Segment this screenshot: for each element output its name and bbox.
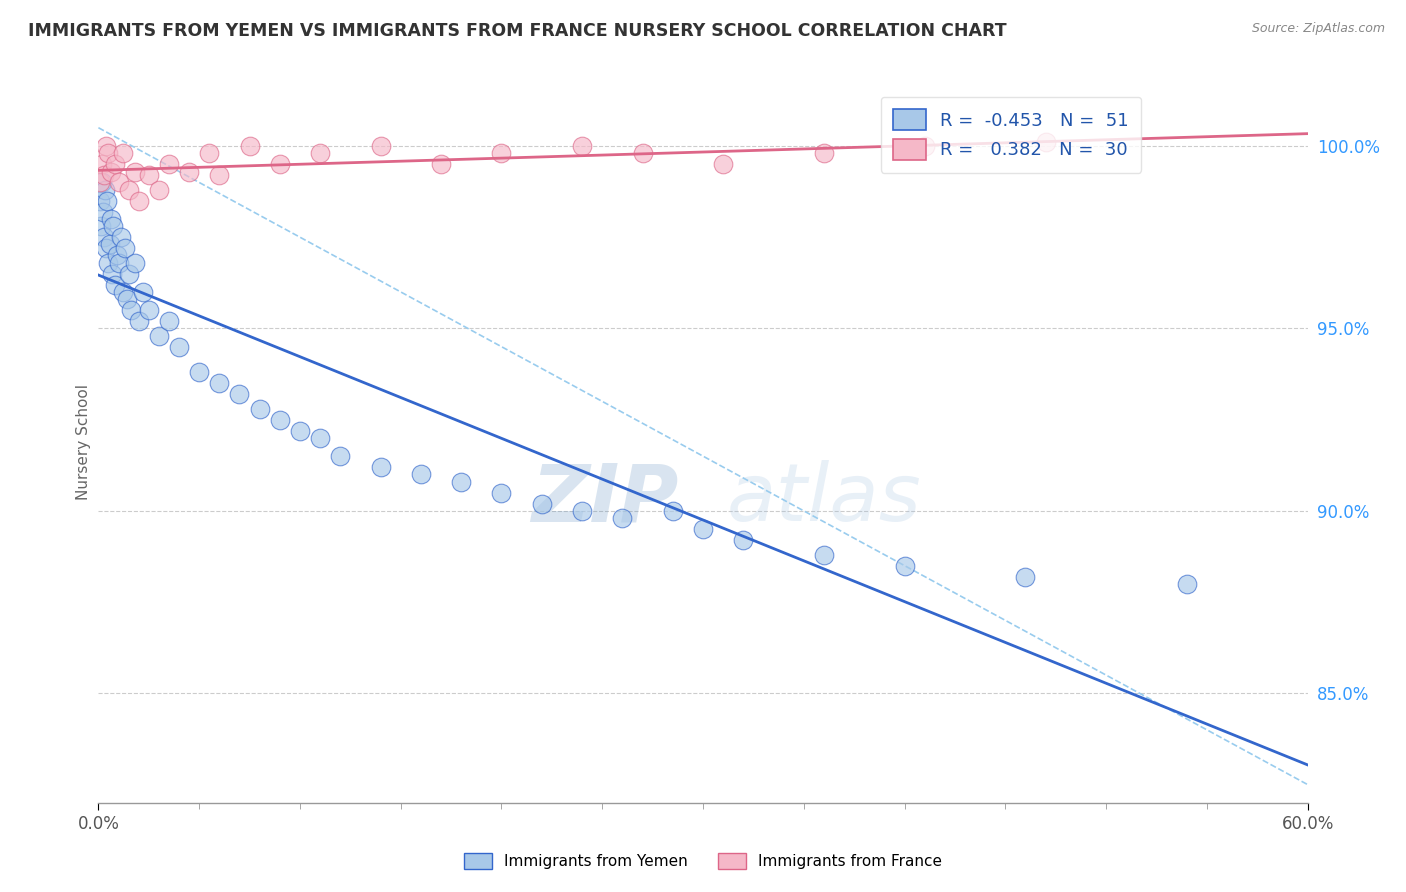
Point <box>269 412 291 426</box>
Point <box>491 146 513 161</box>
Point <box>107 176 129 190</box>
Point <box>571 504 593 518</box>
Point <box>813 146 835 161</box>
Point <box>148 183 170 197</box>
Point <box>105 248 128 262</box>
Y-axis label: Nursery School: Nursery School <box>76 384 91 500</box>
Point <box>93 230 115 244</box>
Point <box>132 285 155 299</box>
Point <box>692 522 714 536</box>
Text: IMMIGRANTS FROM YEMEN VS IMMIGRANTS FROM FRANCE NURSERY SCHOOL CORRELATION CHART: IMMIGRANTS FROM YEMEN VS IMMIGRANTS FROM… <box>28 22 1007 40</box>
Point <box>90 219 112 234</box>
Text: ZIP: ZIP <box>531 460 679 539</box>
Point <box>107 256 129 270</box>
Point <box>288 424 311 438</box>
Point <box>91 157 114 171</box>
Point <box>631 146 654 161</box>
Point <box>1175 577 1198 591</box>
Point <box>530 497 553 511</box>
Point <box>179 164 201 178</box>
Point <box>100 267 122 281</box>
Point <box>893 558 915 573</box>
Point <box>370 139 392 153</box>
Point <box>167 340 190 354</box>
Point <box>110 230 132 244</box>
Point <box>370 460 392 475</box>
Point <box>491 485 513 500</box>
Point <box>97 146 120 161</box>
Point <box>813 548 835 562</box>
Point <box>103 157 125 171</box>
Point <box>269 157 291 171</box>
Point <box>733 533 755 547</box>
Legend: R =  -0.453   N =  51, R =   0.382   N =  30: R = -0.453 N = 51, R = 0.382 N = 30 <box>880 96 1142 172</box>
Point <box>612 511 634 525</box>
Point <box>249 401 271 416</box>
Point <box>1014 569 1036 583</box>
Text: atlas: atlas <box>727 460 922 539</box>
Point <box>118 183 141 197</box>
Point <box>111 146 134 161</box>
Point <box>188 365 211 379</box>
Point <box>114 241 136 255</box>
Point <box>89 194 111 208</box>
Point <box>914 139 936 153</box>
Point <box>138 168 160 182</box>
Point <box>208 376 231 391</box>
Point <box>450 475 472 489</box>
Point <box>157 314 180 328</box>
Point <box>208 168 231 182</box>
Point <box>89 176 111 190</box>
Point <box>198 146 221 161</box>
Point <box>115 292 138 306</box>
Point <box>157 157 180 171</box>
Point <box>100 164 122 178</box>
Point <box>661 504 683 518</box>
Point <box>430 157 453 171</box>
Point <box>409 467 432 482</box>
Point <box>94 183 117 197</box>
Point <box>148 328 170 343</box>
Point <box>128 194 150 208</box>
Point <box>96 241 118 255</box>
Point <box>309 431 332 445</box>
Legend: Immigrants from Yemen, Immigrants from France: Immigrants from Yemen, Immigrants from F… <box>458 847 948 875</box>
Point <box>711 157 734 171</box>
Point <box>124 164 146 178</box>
Point <box>91 176 114 190</box>
Point <box>101 219 124 234</box>
Point <box>1035 136 1057 150</box>
Point <box>124 256 146 270</box>
Point <box>98 237 121 252</box>
Point <box>100 211 122 226</box>
Point <box>111 285 134 299</box>
Point <box>138 303 160 318</box>
Point <box>93 204 115 219</box>
Point <box>128 314 150 328</box>
Point <box>96 139 118 153</box>
Point <box>118 267 141 281</box>
Text: Source: ZipAtlas.com: Source: ZipAtlas.com <box>1251 22 1385 36</box>
Point <box>120 303 142 318</box>
Point <box>228 387 250 401</box>
Point <box>93 168 115 182</box>
Point <box>309 146 332 161</box>
Point <box>97 256 120 270</box>
Point <box>329 449 352 463</box>
Point <box>571 139 593 153</box>
Point <box>103 277 125 292</box>
Point <box>96 194 118 208</box>
Point <box>239 139 262 153</box>
